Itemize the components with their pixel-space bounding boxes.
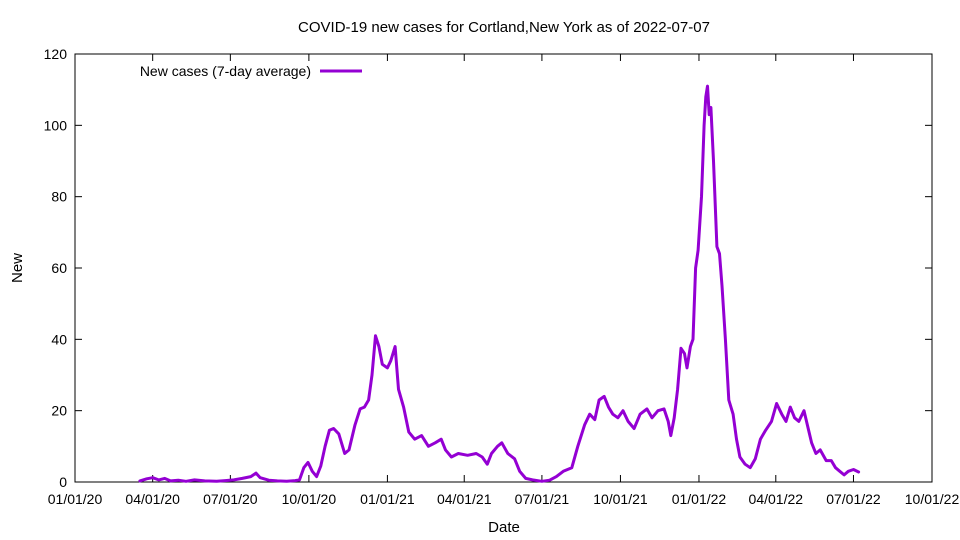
x-tick-label: 04/01/22 <box>749 491 804 507</box>
axis-ticks <box>74 53 933 483</box>
x-tick-label: 01/01/21 <box>360 491 415 507</box>
y-tick-label: 20 <box>51 403 67 419</box>
x-tick-label: 04/01/21 <box>437 491 492 507</box>
legend: New cases (7-day average) <box>140 63 362 79</box>
y-tick-label: 100 <box>44 117 68 133</box>
axis-tick-labels: 0 20 40 60 80 100 120 01/01/20 04/01/20 07/01/20 1… <box>44 46 960 507</box>
legend-label: New cases (7-day average) <box>140 63 311 79</box>
x-tick-label: 04/01/20 <box>125 491 180 507</box>
y-tick-label: 60 <box>51 260 67 276</box>
x-tick-label: 07/01/21 <box>515 491 570 507</box>
x-tick-label: 10/01/22 <box>905 491 960 507</box>
x-tick-label: 10/01/21 <box>593 491 648 507</box>
y-tick-label: 80 <box>51 189 67 205</box>
x-axis-label: Date <box>488 519 520 536</box>
y-axis-label: New <box>9 253 26 283</box>
y-tick-label: 0 <box>59 474 67 490</box>
x-tick-label: 07/01/20 <box>203 491 258 507</box>
y-tick-label: 40 <box>51 331 67 347</box>
x-tick-label: 10/01/20 <box>282 491 337 507</box>
plot-frame <box>74 53 933 483</box>
chart-title: COVID-19 new cases for Cortland,New York… <box>298 19 710 36</box>
series-line-new-cases <box>138 84 861 483</box>
y-tick-label: 120 <box>44 46 68 62</box>
x-tick-label: 01/01/22 <box>672 491 727 507</box>
x-tick-label: 07/01/22 <box>826 491 881 507</box>
x-tick-label: 01/01/20 <box>48 491 103 507</box>
